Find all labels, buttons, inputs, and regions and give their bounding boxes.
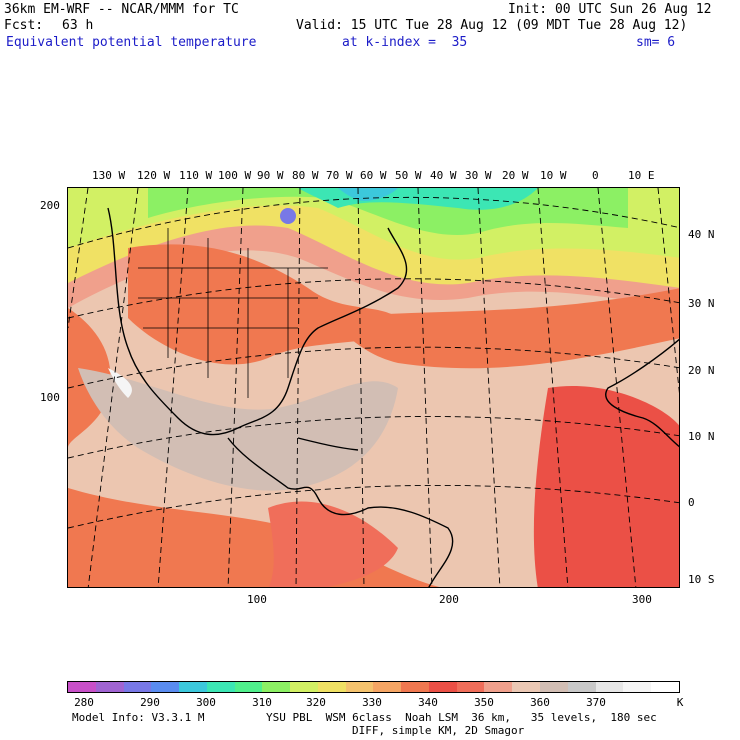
lon-label: 120 W [137, 169, 171, 182]
state-borders [138, 228, 328, 398]
model-info: Model Info: V3.3.1 M [72, 711, 205, 724]
smoothing-info: sm= 6 [636, 35, 676, 50]
grid-x-label: 300 [632, 593, 652, 606]
scale-tick-label: 300 [196, 696, 216, 709]
lat-label: 30 N [688, 297, 715, 310]
model-title: 36km EM-WRF -- NCAR/MMM for TC [4, 2, 239, 17]
color-swatch [428, 682, 457, 692]
lon-label: 110 W [179, 169, 213, 182]
color-swatch [206, 682, 235, 692]
level-info: at k-index = 35 [342, 35, 468, 50]
field-name: Equivalent potential temperature [6, 35, 257, 50]
color-swatch [512, 682, 541, 692]
white-spot [108, 368, 132, 398]
grid-x-label: 100 [247, 593, 267, 606]
cold-core-north [338, 188, 398, 201]
physics-info: YSU PBL WSM 6class Noah LSM 36 km, 35 le… [266, 711, 657, 724]
color-swatch [290, 682, 318, 692]
map-canvas [68, 188, 679, 587]
lon-label: 10 E [628, 169, 655, 182]
scale-tick-label: 360 [530, 696, 550, 709]
color-swatch [262, 682, 291, 692]
gray-zone-gulf [78, 368, 398, 491]
color-swatch [68, 682, 96, 692]
color-swatch [540, 682, 568, 692]
lon-label: 0 [592, 169, 599, 182]
grid-y-label: 100 [40, 391, 60, 404]
scale-tick-label: 350 [474, 696, 494, 709]
valid-time: Valid: 15 UTC Tue 28 Aug 12 (09 MDT Tue … [296, 18, 688, 33]
color-swatch [345, 682, 374, 692]
diffusion-info: DIFF, simple KM, 2D Smagor [352, 724, 525, 737]
grid-x-label: 200 [439, 593, 459, 606]
coastlines [107, 207, 679, 587]
graticule [68, 188, 679, 587]
lon-label: 90 W [257, 169, 284, 182]
lon-label: 40 W [430, 169, 457, 182]
init-time: Init: 00 UTC Sun 26 Aug 12 [508, 2, 712, 17]
lon-label: 20 W [502, 169, 529, 182]
color-swatch [123, 682, 152, 692]
lon-label: 80 W [292, 169, 319, 182]
color-swatch [95, 682, 124, 692]
color-swatch [651, 682, 679, 692]
lon-label: 130 W [92, 169, 126, 182]
warm-band-atlantic [328, 288, 679, 369]
scale-tick-label: 290 [140, 696, 160, 709]
color-scale-bar [67, 681, 680, 693]
color-swatch [234, 682, 263, 692]
color-swatch [456, 682, 485, 692]
lon-label: 10 W [540, 169, 567, 182]
lat-label: 10 S [688, 573, 715, 586]
scale-tick-label: 280 [74, 696, 94, 709]
color-swatch [373, 682, 402, 692]
scale-tick-label: 340 [418, 696, 438, 709]
lat-label: 10 N [688, 430, 715, 443]
lat-label: 20 N [688, 364, 715, 377]
color-swatch [401, 682, 429, 692]
lon-label: 30 W [465, 169, 492, 182]
color-swatch [484, 682, 513, 692]
scale-tick-label: 370 [586, 696, 606, 709]
color-swatch [317, 682, 346, 692]
grid-y-label: 200 [40, 199, 60, 212]
color-swatch [179, 682, 207, 692]
lon-label: 50 W [395, 169, 422, 182]
color-swatch [623, 682, 652, 692]
warm-zone-africa [533, 386, 679, 587]
scale-tick-label: 330 [362, 696, 382, 709]
lat-label: 40 N [688, 228, 715, 241]
color-swatch [567, 682, 596, 692]
forecast-hour: 63 h [62, 18, 94, 33]
theta-e-map [67, 187, 680, 588]
scale-tick-label: 310 [252, 696, 272, 709]
lon-label: 70 W [326, 169, 353, 182]
scale-tick-label: 320 [306, 696, 326, 709]
color-swatch [151, 682, 180, 692]
forecast-label: Fcst: [4, 18, 44, 33]
lat-label: 0 [688, 496, 695, 509]
lon-label: 60 W [360, 169, 387, 182]
warm-zone-southamerica [268, 501, 398, 587]
scale-unit: K [676, 696, 684, 709]
warm-zone-us [128, 244, 408, 365]
color-swatch [595, 682, 624, 692]
cold-spot [280, 208, 296, 224]
lon-label: 100 W [218, 169, 252, 182]
